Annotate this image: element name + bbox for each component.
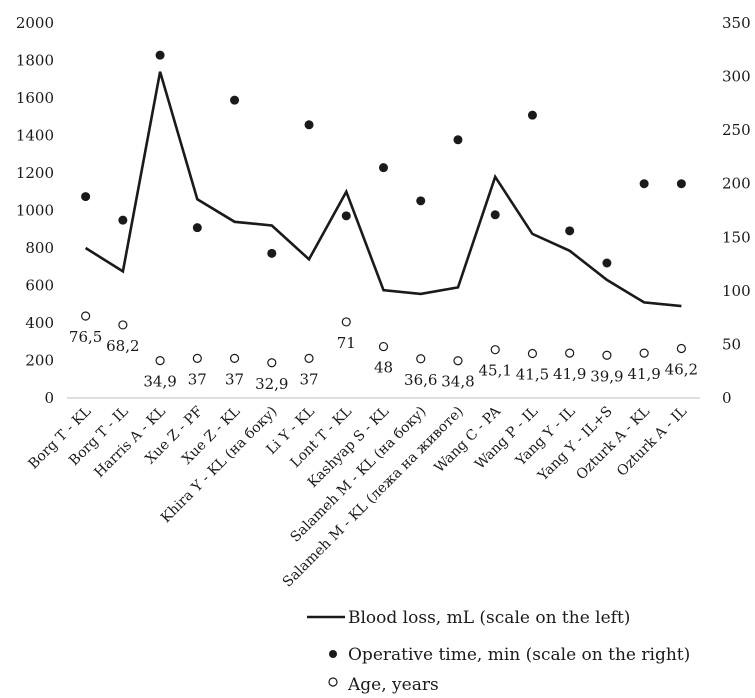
age-data-label: 34,8: [441, 373, 474, 391]
operative-time-point: [527, 110, 537, 120]
age-point: [81, 311, 91, 321]
legend-label-age: Age, years: [347, 675, 439, 695]
legend-item-blood-loss: Blood loss, mL (scale on the left): [307, 608, 630, 628]
operative-time-point: [565, 226, 575, 236]
age-data-label: 37: [188, 370, 207, 388]
legend: Blood loss, mL (scale on the left) Opera…: [307, 608, 690, 695]
legend-label-blood-loss: Blood loss, mL (scale on the left): [348, 608, 630, 628]
age-point: [527, 348, 538, 359]
operative-time-point: [676, 179, 686, 189]
right-tick-label: 300: [722, 68, 751, 86]
right-axis: 0 50 100 150 200 250 300 350: [722, 14, 751, 407]
age-point: [267, 358, 277, 368]
left-tick-label: 2000: [16, 14, 54, 32]
legend-item-age: Age, years: [328, 675, 439, 695]
age-data-label: 37: [299, 370, 318, 388]
operative-time-point: [453, 135, 463, 145]
operative-time-point: [118, 215, 128, 225]
age-data-label: 76,5: [69, 328, 102, 346]
age-data-label: 48: [374, 359, 393, 377]
operative-time-point: [416, 196, 426, 206]
age-data-label: 68,2: [106, 337, 139, 355]
age-data-label: 32,9: [255, 375, 288, 393]
legend-filled-dot-swatch: [329, 650, 337, 658]
left-tick-label: 1400: [16, 127, 54, 145]
age-data-label: 41,5: [516, 366, 549, 384]
operative-time-point: [304, 120, 314, 130]
age-point: [416, 354, 426, 364]
age-point: [602, 350, 612, 360]
left-tick-label: 400: [25, 314, 54, 332]
age-point: [229, 353, 240, 363]
legend-hollow-dot-swatch: [328, 677, 338, 687]
age-data-label: 36,6: [404, 371, 437, 389]
operative-time-point: [639, 179, 649, 189]
age-data-label: 37: [225, 370, 244, 388]
operative-time-point: [192, 223, 202, 233]
left-tick-label: 1800: [16, 52, 54, 70]
age-point: [118, 320, 128, 330]
age-data-label: 34,9: [143, 373, 176, 391]
age-data-label: 41,9: [627, 365, 660, 383]
age-point: [378, 341, 389, 352]
age-data-label: 45,1: [479, 362, 512, 380]
age-point: [192, 353, 202, 363]
age-point: [565, 348, 575, 358]
left-tick-label: 1600: [16, 89, 54, 107]
left-axis: 0 200 400 600 800 1000 1200 1400 1600 1800 2000: [16, 14, 54, 407]
right-tick-label: 250: [722, 121, 751, 139]
right-tick-label: 0: [722, 389, 732, 407]
age-point: [490, 345, 500, 355]
age-data-label: 71: [337, 334, 356, 352]
blood-loss-line: [84, 71, 682, 308]
age-data-label: 46,2: [665, 361, 698, 379]
age-data-label: 41,9: [553, 365, 586, 383]
operative-time-point: [490, 210, 500, 220]
left-tick-label: 1000: [16, 202, 54, 220]
age-point: [639, 348, 649, 358]
age-point: [155, 356, 165, 366]
age-point: [453, 356, 463, 366]
left-tick-label: 600: [25, 277, 54, 295]
right-tick-label: 200: [722, 175, 751, 193]
age-point: [341, 317, 351, 327]
right-tick-label: 100: [722, 282, 751, 300]
operative-time-point: [267, 248, 277, 258]
operative-time-point: [341, 211, 351, 221]
left-tick-label: 200: [25, 352, 54, 370]
age-point: [304, 353, 314, 363]
operative-time-point: [155, 50, 165, 60]
operative-time-point: [602, 258, 612, 268]
left-tick-label: 800: [25, 239, 54, 257]
operative-time-point: [230, 95, 240, 105]
legend-label-operative-time: Operative time, min (scale on the right): [348, 645, 690, 665]
operative-time-point: [379, 163, 388, 173]
left-tick-label: 1200: [16, 164, 54, 182]
age-data-label: 39,9: [590, 367, 623, 385]
left-tick-label: 0: [44, 389, 54, 407]
legend-item-operative-time: Operative time, min (scale on the right): [329, 645, 690, 665]
operative-time-point: [81, 192, 91, 202]
right-tick-label: 350: [722, 14, 751, 32]
right-tick-label: 50: [722, 335, 741, 353]
age-point: [676, 343, 686, 354]
right-tick-label: 150: [722, 228, 751, 246]
